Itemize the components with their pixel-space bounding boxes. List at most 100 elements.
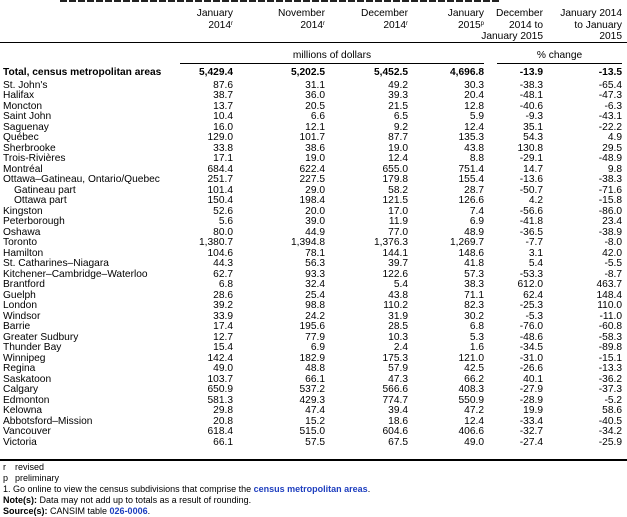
cma-link[interactable]: census metropolitan areas (253, 484, 368, 494)
cell-value: 2.4 (393, 342, 408, 353)
cell-value: 19.0 (305, 153, 325, 164)
table-row: Kingston 52.6 20.0 17.0 7.4 -56.6 -86.0 (0, 206, 627, 217)
cell-value: 12.7 (213, 331, 233, 343)
cell-value: 227.5 (299, 174, 326, 185)
cell-value: -7.7 (525, 237, 543, 248)
cell-value: -6.3 (604, 100, 622, 112)
cell-value: -60.8 (598, 321, 622, 332)
cell-value: 8.8 (469, 153, 484, 164)
cell-value: 142.4 (207, 352, 234, 364)
cell-value: 39.0 (305, 216, 325, 227)
cell-value: 20.5 (305, 100, 325, 112)
cell-value: 622.4 (299, 163, 326, 175)
cell-value: 129.0 (207, 132, 234, 143)
row-label: Ottawa part (14, 195, 67, 206)
cell-value: 251.7 (207, 174, 234, 185)
table-row: Québec 129.0 101.7 87.7 135.3 54.3 4.9 (0, 132, 627, 143)
cell-value: -38.9 (598, 226, 622, 238)
cell-value: -5.3 (525, 310, 543, 322)
cell-value: -48.1 (519, 90, 543, 101)
cell-value: -36.2 (598, 373, 622, 385)
table-row: Windsor 33.9 24.2 31.9 30.2 -5.3 -11.0 (0, 311, 627, 322)
footnote-preliminary: p preliminary (3, 473, 60, 483)
row-label: St. John's (3, 79, 48, 91)
table-row: Gatineau part 101.4 29.0 58.2 28.7 -50.7 -71.6 (0, 185, 627, 196)
cell-value: 33.9 (213, 310, 233, 322)
row-label: London (3, 300, 37, 311)
cell-value: 39.7 (388, 258, 408, 269)
cell-value: -71.6 (598, 184, 622, 196)
cell-value: 38.6 (305, 142, 325, 154)
table-row: Moncton 13.7 20.5 21.5 12.8 -40.6 -6.3 (0, 101, 627, 112)
cell-value: 30.2 (464, 310, 484, 322)
cell-value: 5.6 (218, 216, 233, 227)
cell-value: 71.1 (464, 289, 484, 301)
row-label: Kingston (3, 205, 43, 217)
cell-value: -36.5 (519, 226, 543, 238)
cell-value: 5.9 (469, 111, 484, 122)
cell-value: -25.3 (519, 300, 543, 311)
row-label: Brantford (3, 279, 45, 290)
cell-value: 4.2 (528, 195, 543, 206)
cell-value: -48.9 (598, 153, 622, 164)
row-label: Winnipeg (3, 352, 46, 364)
table-row: Peterborough 5.6 39.0 11.9 6.9 -41.8 23.4 (0, 216, 627, 227)
table-row: Abbotsford–Mission 20.8 15.2 18.6 12.4 -33.4 -… (0, 416, 627, 427)
cell-value: 612.0 (517, 279, 544, 290)
row-label: Total, census metropolitan areas (3, 67, 162, 78)
cell-value: 618.4 (207, 426, 234, 437)
cell-value: 54.3 (523, 132, 543, 143)
table-row: Kitchener–Cambridge–Waterloo 62.7 93.3 122.… (0, 269, 627, 280)
cell-value: 408.3 (458, 384, 485, 395)
cell-value: 18.6 (388, 415, 408, 427)
cell-value: 101.7 (299, 132, 326, 143)
row-label: Peterborough (3, 216, 65, 227)
unit-label-dollars: millions of dollars (292, 50, 372, 61)
cell-value: 110.2 (383, 300, 408, 311)
cell-value: -53.3 (519, 268, 543, 280)
cansim-link[interactable]: 026-0006 (109, 506, 148, 516)
cell-value: 98.8 (305, 300, 325, 311)
cell-value: -34.2 (598, 426, 622, 437)
cell-value: 198.4 (299, 195, 326, 206)
cell-value: 7.4 (469, 205, 484, 217)
source: Source(s): CANSIM table 026-0006. (3, 506, 151, 516)
cell-value: 40.1 (523, 373, 543, 385)
cell-value: 57.9 (388, 363, 408, 374)
cell-value: 66.1 (213, 436, 233, 448)
table-row: Montréal 684.4 622.4 655.0 751.4 14.7 9.8 (0, 164, 627, 175)
table-row: Edmonton 581.3 429.3 774.7 550.9 -28.9 -5.2 (0, 395, 627, 406)
row-label: Regina (3, 363, 36, 374)
cell-value: 148.4 (596, 289, 623, 301)
cell-value: 581.3 (207, 394, 234, 406)
cell-value: 3.1 (528, 247, 543, 259)
column-header: December 2014r (361, 8, 408, 31)
cell-value: 537.2 (299, 384, 326, 395)
column-header: January 2014 to January 2015 (560, 8, 622, 42)
cell-value: 42.5 (464, 363, 484, 374)
cell-value: 12.4 (464, 415, 484, 427)
cell-value: 24.2 (305, 310, 325, 322)
cell-value: 77.9 (305, 331, 325, 343)
cell-value: 5.3 (469, 331, 484, 343)
cell-value: 1.6 (469, 342, 484, 353)
cell-value: -9.3 (525, 111, 543, 122)
table-row: Thunder Bay 15.4 6.9 2.4 1.6 -34.5 -89.8 (0, 342, 627, 353)
row-label: Toronto (3, 237, 37, 248)
cell-value: 1,269.7 (450, 237, 484, 248)
cell-value: -8.7 (604, 268, 622, 280)
cell-value: 9.8 (607, 163, 622, 175)
cell-value: 48.8 (305, 363, 325, 374)
cell-value: -22.2 (598, 121, 622, 133)
row-label: St. Catharines–Niagara (3, 258, 109, 269)
table-row: Kelowna 29.8 47.4 39.4 47.2 19.9 58.6 (0, 405, 627, 416)
cell-value: 15.4 (213, 342, 233, 353)
cell-value: 48.9 (464, 226, 484, 238)
cell-value: -8.0 (604, 237, 622, 248)
cell-value: 6.9 (310, 342, 325, 353)
cell-value: 12.8 (464, 100, 484, 112)
cell-value: 20.0 (305, 205, 325, 217)
note: Note(s): Data may not add up to totals a… (3, 495, 252, 505)
cell-value: -5.2 (604, 394, 622, 406)
row-label: Sherbrooke (3, 142, 56, 154)
